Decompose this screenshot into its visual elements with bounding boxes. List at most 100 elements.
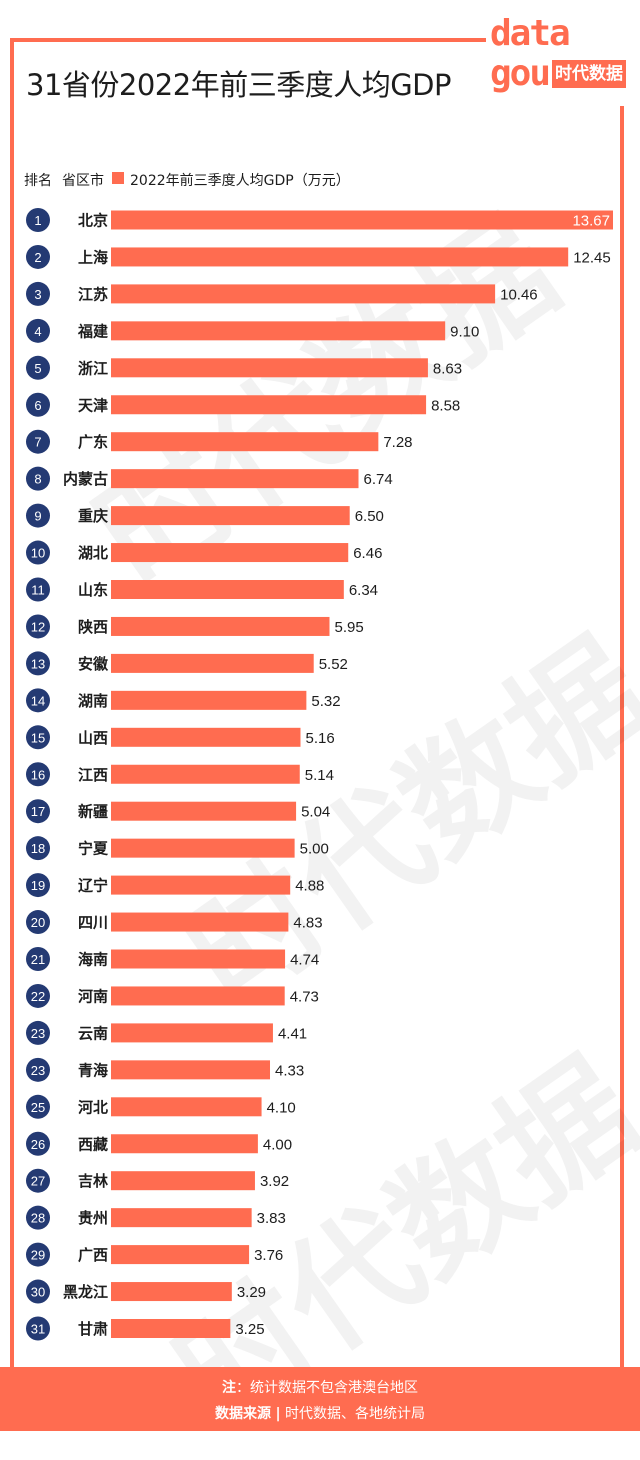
- rank-number: 27: [31, 1174, 45, 1189]
- category-label: 湖北: [78, 544, 108, 562]
- rank-badge: [26, 910, 50, 935]
- rank-badge: [26, 1242, 50, 1267]
- value-label: 5.16: [305, 730, 334, 747]
- value-label: 5.00: [300, 841, 329, 858]
- bar: [111, 875, 291, 895]
- bar: [111, 1097, 262, 1117]
- rank-badge: [26, 429, 50, 454]
- bar: [111, 543, 349, 563]
- rank-number: 10: [31, 546, 45, 561]
- bar: [111, 432, 379, 452]
- value-label: 4.33: [275, 1062, 304, 1079]
- rank-badge: [26, 983, 50, 1008]
- rank-number: 18: [31, 841, 45, 856]
- value-label: 4.10: [267, 1099, 296, 1116]
- rank-badge: [26, 281, 50, 306]
- rank-number: 17: [31, 804, 45, 819]
- category-label: 陕西: [78, 618, 108, 636]
- chart-frame: [10, 38, 624, 1418]
- bar: [111, 1060, 271, 1080]
- bar: [111, 284, 496, 304]
- category-label: 海南: [78, 951, 108, 969]
- rank-number: 13: [31, 656, 45, 671]
- bar: [111, 580, 344, 599]
- rank-number: 26: [31, 1137, 45, 1152]
- logo: data gou 时代数据: [486, 14, 630, 106]
- rank-number: 15: [31, 730, 45, 745]
- category-label: 湖南: [78, 692, 108, 710]
- rank-badge: [26, 614, 50, 639]
- rank-badge: [26, 318, 50, 343]
- rank-number: 23: [31, 1026, 45, 1041]
- rank-badge: [26, 540, 50, 565]
- rank-badge: [26, 688, 50, 713]
- value-label: 4.88: [295, 878, 324, 895]
- category-label: 西藏: [78, 1135, 108, 1153]
- category-label: 天津: [78, 396, 108, 414]
- value-label: 5.32: [311, 693, 340, 710]
- rank-badge: [26, 1316, 50, 1341]
- rank-number: 22: [31, 989, 45, 1004]
- value-label: 6.74: [364, 471, 393, 488]
- value-label: 4.73: [290, 988, 319, 1005]
- bar: [111, 247, 569, 267]
- bar: [111, 1134, 258, 1154]
- bar: [111, 616, 330, 636]
- rank-badge: [26, 799, 50, 824]
- category-label: 山东: [78, 581, 108, 599]
- header-rank: 排名: [24, 173, 52, 189]
- category-label: 浙江: [78, 359, 108, 377]
- category-label: 广东: [78, 433, 108, 451]
- rank-number: 21: [31, 952, 45, 967]
- value-label: 3.25: [235, 1321, 264, 1338]
- footer: 注：统计数据不包含港澳台地区 数据来源 | 时代数据、各地统计局: [0, 1367, 640, 1431]
- bar: [111, 506, 350, 526]
- category-label: 宁夏: [78, 840, 109, 858]
- category-label: 福建: [77, 322, 109, 340]
- footer-note: 注：统计数据不包含港澳台地区: [0, 1377, 640, 1397]
- rank-number: 2: [34, 250, 41, 265]
- bar: [111, 727, 301, 747]
- rank-number: 30: [31, 1285, 45, 1300]
- value-label: 3.92: [260, 1173, 289, 1190]
- rank-number: 16: [31, 767, 45, 782]
- bar: [111, 1208, 252, 1228]
- value-label: 3.83: [257, 1210, 286, 1227]
- category-label: 云南: [78, 1024, 108, 1042]
- rank-number: 20: [31, 915, 45, 930]
- rank-badge: [26, 1205, 50, 1230]
- rank-badge: [26, 392, 50, 417]
- bar: [111, 801, 297, 821]
- rank-badge: [26, 1094, 50, 1119]
- category-label: 上海: [78, 248, 108, 266]
- value-label: 6.46: [353, 545, 382, 562]
- rank-number: 19: [31, 878, 45, 893]
- category-label: 江苏: [78, 285, 108, 303]
- rank-badge: [26, 762, 50, 787]
- bar: [111, 1245, 250, 1265]
- category-label: 贵州: [78, 1209, 108, 1227]
- value-label: 3.29: [237, 1284, 266, 1301]
- rank-number: 4: [34, 324, 41, 339]
- value-label: 10.46: [500, 286, 538, 303]
- rank-number: 31: [31, 1322, 45, 1337]
- category-label: 北京: [78, 212, 108, 230]
- value-label: 4.41: [278, 1025, 307, 1042]
- value-label: 5.14: [305, 767, 334, 784]
- rank-badge: [26, 947, 50, 971]
- logo-text-bottom: gou: [490, 53, 551, 94]
- rank-number: 28: [31, 1211, 45, 1226]
- rank-number: 8: [34, 472, 41, 487]
- note-label: 注: [222, 1380, 236, 1396]
- rank-badge: [26, 503, 50, 528]
- rank-badge: [26, 873, 50, 898]
- rank-badge: [26, 725, 50, 750]
- rank-number: 12: [31, 619, 45, 634]
- category-label: 四川: [78, 914, 108, 932]
- source-text: 时代数据、各地统计局: [285, 1406, 426, 1422]
- category-label: 广西: [78, 1246, 108, 1264]
- rank-badge: [26, 1279, 50, 1304]
- rank-number: 6: [34, 398, 41, 413]
- footer-source: 数据来源 | 时代数据、各地统计局: [0, 1403, 640, 1423]
- rank-number: 23: [31, 1063, 45, 1078]
